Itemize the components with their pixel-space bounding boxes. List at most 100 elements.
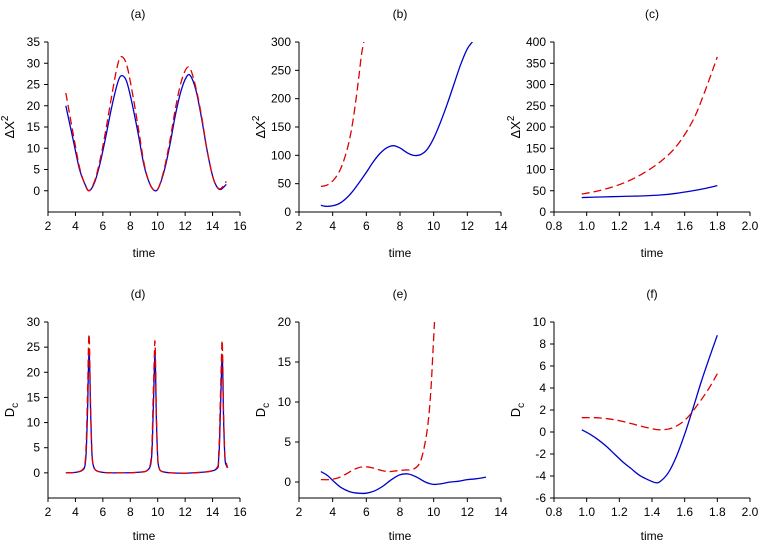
y-tick-label: 15 (27, 120, 41, 134)
svg-text:ΔX2: ΔX2 (506, 115, 523, 138)
y-tick-label: 0 (284, 475, 291, 489)
x-tick-label: 14 (206, 219, 220, 233)
y-tick-label: 6 (539, 359, 546, 373)
x-axis-label: time (389, 529, 412, 543)
y-tick-label: 150 (271, 120, 291, 134)
y-tick-label: 10 (278, 395, 292, 409)
series-line-solid (320, 42, 473, 208)
x-axis-label: time (133, 246, 156, 260)
x-tick-label: 6 (363, 505, 370, 519)
series-line-solid (581, 185, 718, 199)
y-tick-label: -4 (535, 469, 546, 483)
y-tick-label: 20 (27, 99, 41, 113)
y-tick-label: 20 (278, 315, 292, 329)
x-tick-label: 12 (461, 505, 475, 519)
x-tick-label: 1.2 (611, 219, 628, 233)
y-tick-label: 200 (526, 120, 546, 134)
series-line-dashed (320, 42, 365, 188)
x-tick-label: 8 (127, 505, 134, 519)
panel-e: (e) 2 4 6 8 10 12 14 0 5 10 15 20 time Dc (253, 287, 508, 543)
x-tick-label: 4 (329, 505, 336, 519)
x-tick-label: 0.8 (546, 505, 563, 519)
x-tick-label: 10 (427, 505, 441, 519)
y-tick-label: 5 (284, 435, 291, 449)
panel-title: (e) (393, 287, 408, 301)
x-tick-label: 2 (45, 505, 52, 519)
x-tick-label: 2 (296, 505, 303, 519)
panel-d: (d) 2 4 6 8 10 12 14 16 0 5 10 15 20 25 30 time Dc (2, 287, 247, 543)
y-tick-label: 100 (271, 148, 291, 162)
panel-b: (b) 2 4 6 8 10 12 14 0 50 100 150 200 250 300 time ΔX2 (251, 7, 508, 260)
y-tick-label: 4 (539, 381, 546, 395)
svg-text:ΔX2: ΔX2 (251, 115, 268, 138)
x-tick-label: 1.2 (611, 505, 628, 519)
x-tick-label: 1.0 (578, 505, 595, 519)
svg-text:Dc: Dc (508, 403, 527, 417)
x-tick-label: 10 (151, 505, 165, 519)
y-tick-label: 150 (526, 141, 546, 155)
x-tick-label: 1.6 (676, 505, 693, 519)
y-tick-label: 5 (33, 441, 40, 455)
x-tick-label: 16 (233, 505, 247, 519)
y-tick-label: 10 (27, 141, 41, 155)
y-tick-label: 30 (27, 56, 41, 70)
y-tick-label: 0 (539, 205, 546, 219)
y-tick-label: 0 (539, 425, 546, 439)
y-tick-label: 50 (278, 177, 292, 191)
x-tick-label: 14 (494, 219, 508, 233)
series-line-dashed (65, 333, 229, 474)
y-tick-label: 400 (526, 35, 546, 49)
x-tick-label: 4 (72, 505, 79, 519)
x-tick-label: 1.0 (578, 219, 595, 233)
x-axis-label: time (641, 529, 664, 543)
panel-title: (f) (646, 287, 657, 301)
svg-text:Dc: Dc (2, 403, 21, 417)
panel-title: (d) (131, 287, 146, 301)
y-axis-label: ΔX2 (0, 115, 17, 138)
y-axis-label: Dc (253, 403, 272, 417)
x-axis-label: time (133, 529, 156, 543)
y-tick-label: -2 (535, 447, 546, 461)
series-line-solid (320, 471, 486, 495)
series-line-dashed (581, 373, 718, 431)
y-tick-label: 0 (33, 184, 40, 198)
y-tick-label: 300 (526, 78, 546, 92)
y-tick-label: -6 (535, 491, 546, 505)
x-tick-label: 4 (329, 219, 336, 233)
x-tick-label: 2 (296, 219, 303, 233)
series-line-solid (581, 334, 718, 484)
y-tick-label: 5 (33, 163, 40, 177)
y-tick-label: 0 (284, 205, 291, 219)
x-tick-label: 12 (178, 505, 192, 519)
y-tick-label: 250 (271, 63, 291, 77)
y-tick-label: 25 (27, 340, 41, 354)
x-tick-label: 1.6 (676, 219, 693, 233)
series-line-dashed (581, 56, 718, 195)
panel-title: (c) (645, 7, 659, 21)
y-tick-label: 250 (526, 99, 546, 113)
x-axis-label: time (389, 246, 412, 260)
svg-text:ΔX2: ΔX2 (0, 115, 17, 138)
panel-title: (b) (393, 7, 408, 21)
x-tick-label: 2 (45, 219, 52, 233)
x-tick-label: 1.4 (644, 219, 661, 233)
y-tick-label: 15 (278, 355, 292, 369)
y-tick-label: 300 (271, 35, 291, 49)
y-tick-label: 100 (526, 163, 546, 177)
x-tick-label: 10 (151, 219, 165, 233)
x-tick-label: 8 (397, 219, 404, 233)
y-axis-label: ΔX2 (506, 115, 523, 138)
panel-c: (c) 0.8 1.0 1.2 1.4 1.6 1.8 2.0 0 50 100 150 200 250 3… (506, 7, 759, 260)
x-tick-label: 2.0 (742, 219, 759, 233)
x-tick-label: 6 (100, 505, 107, 519)
x-tick-label: 2.0 (742, 505, 759, 519)
x-tick-label: 12 (178, 219, 192, 233)
x-tick-label: 1.8 (709, 505, 726, 519)
y-axis-label: ΔX2 (251, 115, 268, 138)
x-tick-label: 1.8 (709, 219, 726, 233)
y-tick-label: 8 (539, 337, 546, 351)
series-line-solid (65, 351, 229, 474)
x-tick-label: 12 (461, 219, 475, 233)
x-tick-label: 14 (494, 505, 508, 519)
